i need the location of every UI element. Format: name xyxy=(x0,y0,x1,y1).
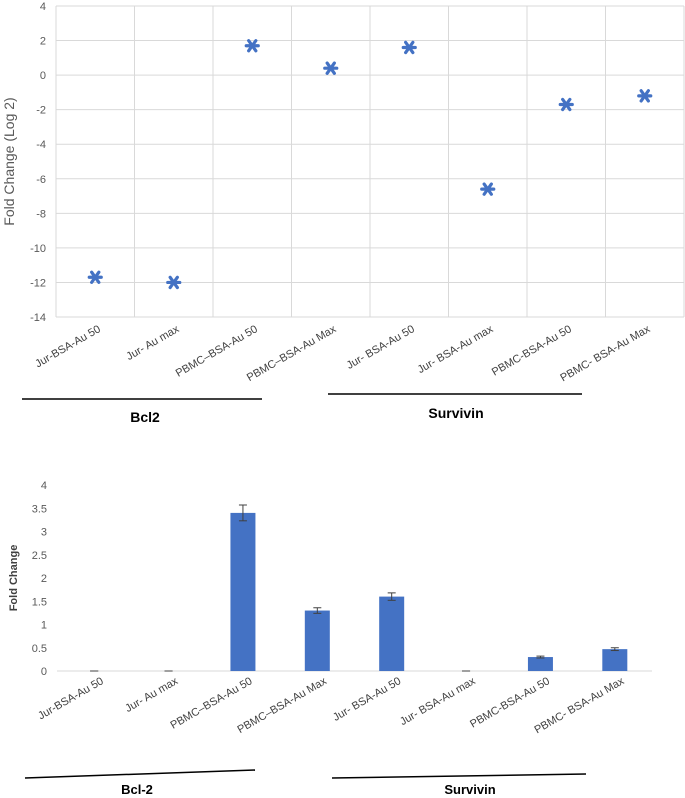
error-bar xyxy=(387,592,396,601)
x-category-label: PBMC-BSA-Au 50 xyxy=(490,323,574,378)
group-underline-bcl-2 xyxy=(24,769,256,779)
x-category-label: PBMC–BSA-Au Max xyxy=(245,323,339,384)
fold-change-log2-scatter-chart: 4 2 0 -2 -4 -6 -8 -10 -12 -14 Fold Change (Log 2) J… xyxy=(1,1,685,425)
bar xyxy=(379,596,405,671)
y-tick-label: 1.5 xyxy=(32,596,47,608)
group-label-survivin: Survivin xyxy=(444,782,495,797)
y-tick-label: 4 xyxy=(41,480,47,492)
y-tick-label: -12 xyxy=(30,277,46,289)
y-axis-title: Fold Change xyxy=(8,545,20,612)
y-axis-title: Fold Change (Log 2) xyxy=(1,97,17,225)
x-category-label: PBMC–BSA-Au 50 xyxy=(174,323,260,380)
fold-change-bar-chart: 4 3.5 3 2.5 2 1.5 1 0.5 0 Fold Change Jur-BSA-Au 5… xyxy=(8,480,652,797)
error-bar xyxy=(313,607,322,614)
data-point-marker xyxy=(401,40,417,55)
x-category-label: Jur- BSA-Au 50 xyxy=(331,675,403,724)
x-category-label: Jur- BSA-Au max xyxy=(398,675,478,728)
group-label-survivin: Survivin xyxy=(428,405,483,421)
y-tick-label: 0 xyxy=(40,70,46,82)
x-category-label: Jur- Au max xyxy=(124,323,181,363)
y-tick-label: -14 xyxy=(30,312,46,324)
data-point-marker xyxy=(323,61,339,75)
y-tick-label: -2 xyxy=(36,105,46,117)
group-underline-survivin xyxy=(331,773,587,779)
y-tick-label: -8 xyxy=(36,208,46,220)
y-tick-label: 2 xyxy=(41,573,47,585)
y-tick-label: 2 xyxy=(40,36,46,48)
error-bar xyxy=(610,647,619,652)
y-tick-label: 1 xyxy=(41,620,47,632)
x-category-label: Jur- BSA-Au max xyxy=(416,323,496,376)
y-tick-label: 4 xyxy=(40,1,46,13)
bar xyxy=(602,649,628,671)
y-tick-label: -10 xyxy=(30,243,46,255)
group-label-bcl2: Bcl2 xyxy=(130,409,160,425)
data-point-marker xyxy=(244,39,260,53)
error-bar xyxy=(536,655,545,659)
y-tick-label: 3.5 xyxy=(32,503,47,515)
data-point-marker xyxy=(637,89,653,103)
y-tick-label: 0.5 xyxy=(32,643,47,655)
y-tick-label: 3 xyxy=(41,527,47,539)
y-tick-label: -4 xyxy=(36,139,46,151)
y-tick-label: 2.5 xyxy=(32,550,47,562)
y-tick-label: -6 xyxy=(36,174,46,186)
group-label-bcl-2: Bcl-2 xyxy=(121,782,153,797)
bar xyxy=(304,610,330,671)
x-category-label: Jur-BSA-Au 50 xyxy=(33,323,103,370)
x-category-label: Jur-BSA-Au 50 xyxy=(36,675,106,722)
data-point-marker xyxy=(166,275,182,290)
data-point-marker xyxy=(480,182,496,196)
x-category-label: Jur- Au max xyxy=(123,675,180,715)
bar xyxy=(230,512,256,671)
x-category-label: Jur- BSA-Au 50 xyxy=(345,323,417,372)
data-point-marker xyxy=(87,270,103,284)
bar xyxy=(527,657,553,671)
error-bar xyxy=(238,504,247,522)
data-point-marker xyxy=(558,97,574,112)
y-tick-label: 0 xyxy=(41,666,47,678)
